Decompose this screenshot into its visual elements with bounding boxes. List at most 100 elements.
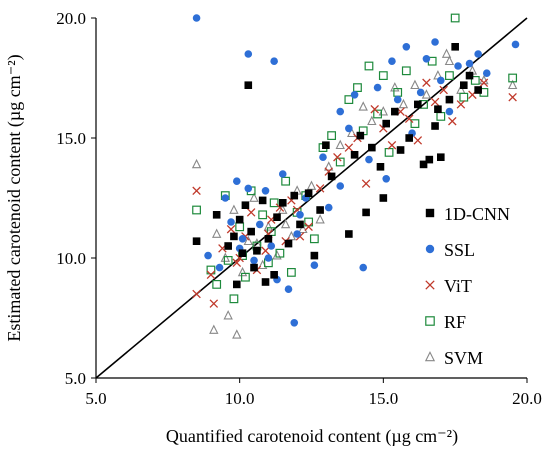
legend-background xyxy=(420,345,516,371)
legend-marker xyxy=(425,280,435,290)
series-vit xyxy=(192,78,517,308)
data-point xyxy=(465,59,474,68)
data-point xyxy=(223,310,233,320)
data-point xyxy=(376,163,385,171)
data-point xyxy=(358,101,368,111)
data-point xyxy=(437,153,445,161)
data-point xyxy=(362,208,370,217)
data-point xyxy=(246,208,256,217)
data-point xyxy=(416,88,425,97)
data-point xyxy=(224,242,232,250)
data-point xyxy=(353,83,362,93)
data-point xyxy=(474,86,482,94)
data-point xyxy=(206,270,216,280)
data-point xyxy=(361,179,371,188)
data-point xyxy=(255,220,264,229)
data-point xyxy=(290,191,299,200)
legend-label: SVM xyxy=(444,348,483,368)
data-point xyxy=(335,157,345,167)
y-axis-title: Estimated carotenoid content (µg cm⁻²) xyxy=(4,54,25,341)
data-point xyxy=(286,230,297,241)
data-point xyxy=(296,211,304,219)
data-point xyxy=(319,153,327,161)
series-1d-cnn xyxy=(192,43,482,289)
data-point xyxy=(249,192,259,202)
data-point xyxy=(482,69,491,77)
data-point xyxy=(327,131,337,141)
data-point xyxy=(211,228,222,238)
data-point xyxy=(324,203,333,212)
data-point xyxy=(445,71,454,81)
data-point xyxy=(444,55,455,66)
data-point xyxy=(215,263,224,272)
data-point xyxy=(456,100,466,109)
legend-item: 1D-CNN xyxy=(420,201,516,227)
data-point xyxy=(345,230,353,238)
data-point xyxy=(315,214,325,224)
data-point xyxy=(431,38,439,46)
legend-marker xyxy=(425,316,435,326)
data-point xyxy=(220,252,230,262)
data-point xyxy=(250,256,258,265)
x-tick-label: 5.0 xyxy=(85,389,106,408)
series-ssl xyxy=(192,14,520,327)
legend-background xyxy=(420,201,516,227)
data-point xyxy=(252,238,262,248)
legend-marker xyxy=(425,208,435,218)
data-point xyxy=(192,205,201,215)
data-point xyxy=(421,89,432,99)
legend: 1D-CNN SSL ViT RF SVM xyxy=(420,201,516,371)
data-point xyxy=(304,189,313,197)
data-point xyxy=(264,254,273,262)
legend-marker xyxy=(425,244,435,254)
axes: 5.0 10.0 15.0 20.0 5.0 10.0 15.0 20.0 xyxy=(56,9,542,408)
data-point xyxy=(212,280,222,289)
data-point xyxy=(192,237,201,245)
data-point xyxy=(192,289,201,299)
data-point xyxy=(315,184,325,193)
data-point xyxy=(405,134,413,142)
data-point xyxy=(336,107,345,116)
data-point xyxy=(223,256,233,265)
data-point xyxy=(230,232,238,241)
data-point xyxy=(316,206,324,214)
data-point xyxy=(356,131,365,140)
data-point xyxy=(267,242,276,250)
data-point xyxy=(451,43,459,51)
data-point xyxy=(459,92,469,102)
data-point xyxy=(388,57,396,65)
legend-background xyxy=(420,273,516,299)
data-point xyxy=(396,146,405,154)
data-point xyxy=(437,76,445,85)
data-point xyxy=(304,222,313,232)
data-point xyxy=(327,172,336,181)
x-tick-label: 15.0 xyxy=(368,389,398,408)
data-point xyxy=(261,278,270,286)
data-point xyxy=(367,115,377,126)
data-point xyxy=(293,230,301,238)
data-point xyxy=(410,119,420,129)
data-point xyxy=(243,235,253,246)
data-point xyxy=(229,294,239,304)
data-point xyxy=(445,95,454,104)
data-point xyxy=(445,107,454,116)
data-point xyxy=(419,160,428,169)
data-point xyxy=(212,211,221,219)
data-point xyxy=(448,116,457,126)
data-point xyxy=(479,78,489,88)
data-point xyxy=(273,213,281,221)
data-point xyxy=(232,177,241,185)
data-point xyxy=(359,263,368,272)
legend-item: RF xyxy=(420,309,516,335)
data-point xyxy=(507,79,518,90)
data-point xyxy=(286,268,296,277)
data-point xyxy=(309,234,319,244)
data-point xyxy=(280,218,291,229)
data-point xyxy=(382,119,391,128)
data-point xyxy=(258,196,267,205)
data-point xyxy=(235,215,244,224)
legend-marker xyxy=(424,351,436,362)
data-point xyxy=(258,210,268,220)
data-point xyxy=(191,158,202,169)
data-point xyxy=(413,136,423,145)
